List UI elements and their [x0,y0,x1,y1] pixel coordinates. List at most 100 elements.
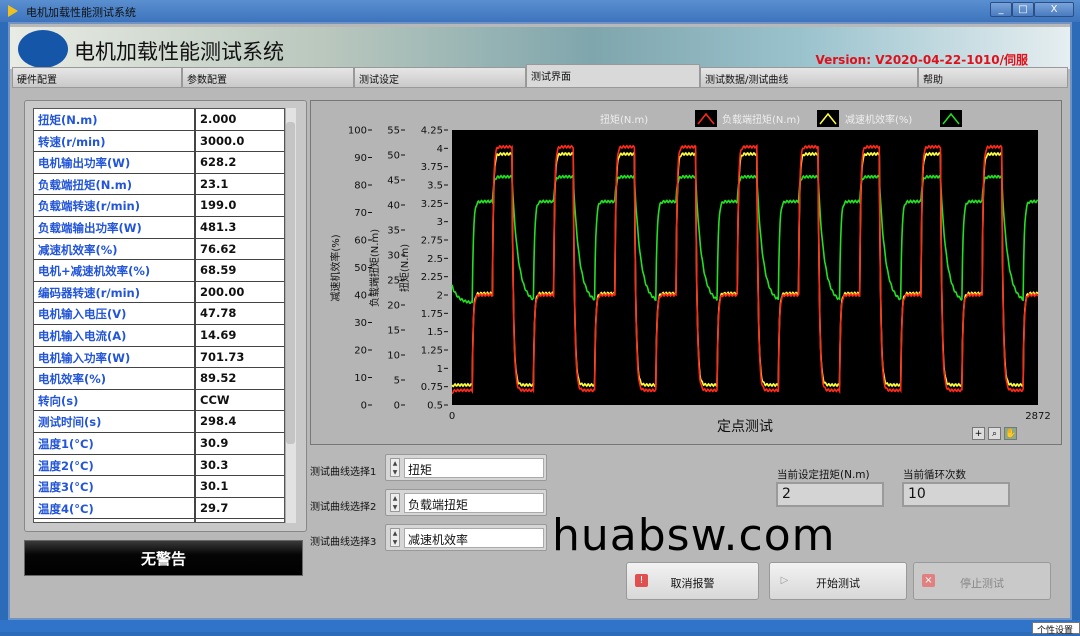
column-divider [194,238,196,260]
cursor-tool-icon[interactable]: + [972,427,985,440]
measurement-value: 2.000 [200,112,237,126]
measurement-value: 89.52 [200,371,237,386]
measurement-value: CCW [200,392,230,407]
measurement-name: 转向(s) [38,393,79,408]
measurement-table: 扭矩(N.m) 2.000 转速(r/min) 3000.0 电机输出功率(W) 628.… [33,108,285,523]
app-title: 电机加载性能测试系统 [74,40,284,64]
curve-select-2-label: 测试曲线选择2 [310,502,377,513]
column-divider [194,411,196,432]
table-row: 转速(r/min) 3000.0 [34,130,284,153]
tab-hardware-config[interactable]: 硬件配置 [12,67,182,88]
table-row: 温度4(°C) 29.7 [34,497,284,520]
curve-select-1-value[interactable]: 扭矩 [404,458,544,478]
table-row: 电机+减速机效率(%) 68.59 [34,260,284,282]
column-divider [194,368,196,389]
title-bar: 电机加载性能测试系统 _ □ X [0,0,1080,22]
measurement-value: 3000.0 [200,133,245,148]
column-divider [194,152,196,173]
cycle-count-display: 10 [902,482,1010,507]
column-divider [194,130,196,152]
version-label: Version: V2020-04-22-1010/伺服 [815,53,1028,67]
set-torque-display: 2 [776,482,884,507]
measurement-name: 测试时间(s) [38,415,102,430]
measurement-name: 电机效率(%) [38,372,107,387]
column-divider [194,195,196,216]
table-row: 减速机效率(%) 76.62 [34,238,284,261]
column-divider [194,217,196,238]
measurement-name: 扭矩(N.m) [38,113,98,127]
measurement-name: 负载端扭矩(N.m) [38,177,132,192]
curve-select-3[interactable]: ▲ ▼ 减速机效率 [385,524,547,551]
stop-test-button[interactable]: × 停止测试 [913,562,1051,600]
measurement-value: 30.1 [200,479,229,494]
taskbar [0,620,1080,632]
company-logo [18,30,68,68]
column-divider [194,389,196,411]
table-row: 扭矩(N.m) 2.000 [34,109,284,131]
curve-select-1-label: 测试曲线选择1 [310,467,377,478]
tab-parameter-config[interactable]: 参数配置 [182,67,354,88]
spin-arrows-icon[interactable]: ▲ ▼ [390,493,400,512]
measurement-name: 温度4(°C) [38,501,94,516]
measurement-name: 温度5(°C) [38,522,94,523]
tab-test-interface[interactable]: 测试界面 [526,64,700,88]
measurement-value: 29.7 [200,500,229,515]
column-divider [194,519,196,522]
column-divider [194,476,196,497]
curve-select-3-value[interactable]: 减速机效率 [404,528,544,548]
start-test-label: 开始测试 [816,577,860,590]
table-row: 电机输入电压(V) 47.78 [34,303,284,325]
pan-hand-icon[interactable]: ✋ [1004,427,1017,440]
measurement-value: 14.69 [200,328,237,342]
minimize-button[interactable]: _ [990,2,1012,17]
tab-help[interactable]: 帮助 [918,67,1068,88]
start-test-button[interactable]: ▷ 开始测试 [769,562,907,600]
alarm-status: 无警告 [24,540,303,576]
table-row: 电机效率(%) 89.52 [34,368,284,390]
column-divider [194,281,196,303]
measurement-name: 温度1(°C) [38,437,94,451]
column-divider [194,454,196,476]
measurement-value: 30.9 [200,436,229,450]
measurement-name: 负载端转速(r/min) [38,199,140,214]
column-divider [194,173,196,195]
stop-test-label: 停止测试 [960,577,1004,590]
window-title: 电机加载性能测试系统 [26,6,136,19]
watermark: huabsw.com [552,510,836,561]
measurement-name: 负载端输出功率(W) [38,221,142,235]
column-divider [194,325,196,346]
measurement-value: 47.78 [200,306,237,321]
spin-arrows-icon[interactable]: ▲ ▼ [390,458,400,477]
curve-select-1[interactable]: ▲ ▼ 扭矩 [385,454,547,481]
column-divider [194,346,196,368]
table-row: 电机输入功率(W) 701.73 [34,346,284,369]
measurement-name: 减速机效率(%) [38,242,118,257]
measurement-value: 30.3 [200,457,229,472]
scrollbar-thumb[interactable] [286,122,295,444]
app-icon [8,5,18,17]
table-row: 编码器转速(r/min) 200.00 [34,281,284,304]
curve-select-2[interactable]: ▲ ▼ 负载端扭矩 [385,489,547,516]
column-divider [194,303,196,324]
alarm-icon: ! [635,574,648,587]
close-button[interactable]: X [1034,2,1074,17]
cancel-alarm-label: 取消报警 [670,577,715,590]
measurement-value: 298.4 [200,414,237,429]
table-row: 温度5(°C) 30.7 [34,519,284,523]
maximize-button[interactable]: □ [1012,2,1034,17]
measurement-name: 编码器转速(r/min) [38,285,140,300]
table-row: 转向(s) CCW [34,389,284,412]
table-row: 温度2(°C) 30.3 [34,454,284,477]
tab-test-data-curves[interactable]: 测试数据/测试曲线 [700,67,918,88]
curve-select-2-value[interactable]: 负载端扭矩 [404,493,544,513]
zoom-tool-icon[interactable]: ⌕ [988,427,1001,440]
tab-test-settings[interactable]: 测试设定 [354,67,526,88]
cycle-count-label: 当前循环次数 [903,469,966,481]
measurement-value: 628.2 [200,155,237,170]
cancel-alarm-button[interactable]: ! 取消报警 [626,562,759,600]
header-banner [10,27,1070,69]
measurement-name: 温度2(°C) [38,458,94,473]
spin-arrows-icon[interactable]: ▲ ▼ [390,528,400,547]
measurement-value: 68.59 [200,263,237,278]
chart-panel [310,100,1062,445]
